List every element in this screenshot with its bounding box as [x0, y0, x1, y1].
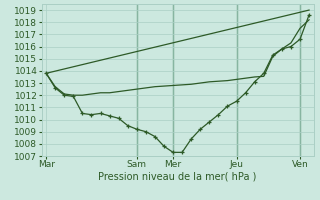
X-axis label: Pression niveau de la mer( hPa ): Pression niveau de la mer( hPa ) — [99, 172, 257, 182]
